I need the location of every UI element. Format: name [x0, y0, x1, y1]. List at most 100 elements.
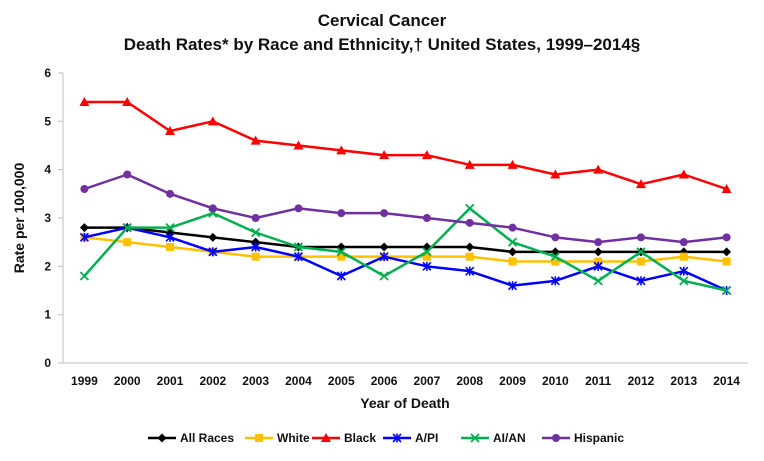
- legend-marker-white: [255, 434, 263, 442]
- x-tick-label: 2013: [670, 374, 697, 388]
- data-point-all-races: [79, 223, 89, 233]
- x-tick-label: 2001: [157, 374, 184, 388]
- data-point-black: [165, 126, 176, 135]
- data-point-hispanic: [551, 233, 560, 242]
- series-line-all-races: [84, 226, 727, 254]
- legend-item-hispanic: Hispanic: [542, 431, 624, 445]
- data-point-black: [250, 135, 261, 145]
- y-tick-label: 0: [44, 356, 51, 370]
- data-point-hispanic: [337, 209, 346, 218]
- data-point-all-races: [336, 242, 346, 252]
- series-layer: [79, 97, 732, 296]
- data-point-ai-an: [379, 271, 389, 281]
- data-point-all-races: [722, 247, 732, 257]
- data-point-ai-an: [251, 227, 261, 238]
- x-tick-label: 1999: [71, 374, 98, 388]
- data-point-all-races: [208, 232, 218, 242]
- series-a-pi: [79, 223, 732, 296]
- data-point-ai-an: [550, 252, 560, 262]
- x-tick-label: 2011: [585, 374, 611, 388]
- series-hispanic: [80, 170, 731, 247]
- series-black: [79, 97, 732, 193]
- data-point-white: [551, 257, 560, 266]
- data-point-hispanic: [80, 185, 89, 193]
- y-tick-label: 6: [44, 66, 51, 80]
- data-point-black: [336, 145, 347, 155]
- legend-item-ai-an: AI/AN: [461, 431, 526, 445]
- data-point-a-pi: [593, 261, 603, 271]
- data-point-a-pi: [251, 242, 261, 252]
- y-tick-label: 1: [44, 308, 51, 322]
- x-tick-label: 2010: [542, 374, 569, 388]
- data-point-black: [593, 164, 604, 174]
- data-point-ai-an: [507, 237, 518, 247]
- x-tick-label: 2004: [285, 374, 312, 388]
- data-point-a-pi: [507, 281, 518, 291]
- series-line-white: [84, 236, 727, 263]
- data-point-black: [464, 159, 475, 169]
- data-point-hispanic: [208, 204, 217, 213]
- data-point-hispanic: [679, 238, 688, 247]
- data-point-ai-an: [721, 285, 732, 296]
- data-point-a-pi: [336, 271, 346, 281]
- data-point-all-races: [679, 247, 689, 257]
- data-point-white: [722, 257, 731, 266]
- data-point-black: [79, 97, 90, 106]
- data-point-ai-an: [165, 223, 175, 233]
- data-point-a-pi: [165, 232, 175, 242]
- data-point-ai-an: [636, 247, 646, 257]
- x-axis-ticks: 1999 2000 2001 2002 2003 2004 2005 2006 2007 2008…: [71, 374, 740, 388]
- data-point-hispanic: [166, 189, 175, 198]
- y-tick-label: 5: [44, 114, 51, 128]
- data-point-all-races: [593, 247, 603, 257]
- legend-marker-a-pi: [392, 433, 402, 443]
- data-point-black: [379, 150, 390, 160]
- legend-label: AI/AN: [493, 431, 526, 445]
- data-point-white: [337, 252, 346, 261]
- data-point-white: [123, 238, 132, 247]
- legend-item-black: Black: [312, 431, 376, 445]
- data-point-black: [293, 140, 304, 150]
- data-point-a-pi: [679, 266, 689, 276]
- data-point-ai-an: [293, 242, 304, 252]
- data-point-hispanic: [508, 223, 517, 232]
- data-point-a-pi: [636, 276, 646, 286]
- data-point-white: [465, 252, 474, 261]
- chart-title: Cervical Cancer: [318, 11, 447, 30]
- x-tick-label: 2003: [242, 374, 269, 388]
- y-axis-ticks: 0 1 2 3 4 5 6: [44, 66, 63, 370]
- data-point-hispanic: [123, 170, 132, 179]
- y-tick-label: 2: [44, 259, 51, 273]
- data-point-black: [122, 97, 133, 106]
- chart-subtitle: Death Rates* by Race and Ethnicity,† Uni…: [124, 35, 641, 54]
- legend-marker-all-races: [157, 433, 167, 443]
- x-tick-label: 2009: [499, 374, 526, 388]
- data-point-hispanic: [294, 204, 303, 213]
- data-point-ai-an: [593, 276, 603, 286]
- data-point-black: [207, 116, 218, 126]
- data-point-all-races: [379, 242, 389, 252]
- x-tick-label: 2014: [713, 374, 740, 388]
- legend-marker-black: [321, 433, 331, 442]
- data-point-white: [422, 252, 431, 261]
- series-line-hispanic: [84, 173, 727, 244]
- legend-marker-ai-an: [470, 433, 480, 443]
- legend-label: White: [277, 431, 310, 445]
- data-point-white: [508, 257, 517, 266]
- data-point-ai-an: [336, 247, 346, 257]
- x-tick-label: 2005: [328, 374, 355, 388]
- legend-label: A/PI: [415, 431, 438, 445]
- data-point-white: [636, 257, 645, 266]
- data-point-a-pi: [465, 266, 475, 276]
- data-point-hispanic: [594, 238, 603, 247]
- x-tick-label: 2012: [628, 374, 655, 388]
- x-tick-label: 2000: [114, 374, 141, 388]
- data-point-a-pi: [379, 252, 389, 262]
- data-point-white: [251, 252, 260, 261]
- data-point-black: [678, 169, 689, 179]
- data-point-ai-an: [79, 271, 90, 281]
- x-axis-label: Year of Death: [360, 395, 449, 411]
- series-line-black: [84, 100, 727, 191]
- x-tick-label: 2008: [456, 374, 483, 388]
